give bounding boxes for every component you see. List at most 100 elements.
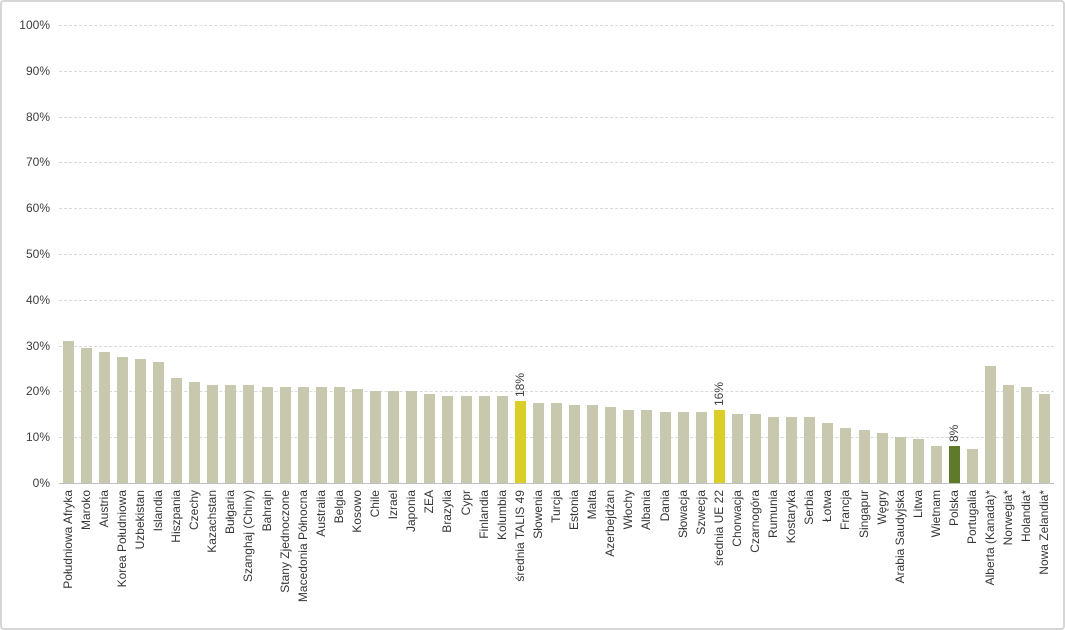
x-axis-label: Nowa Zelandia* bbox=[1037, 490, 1052, 575]
bar bbox=[370, 391, 382, 483]
x-axis-label: Estonia bbox=[567, 490, 582, 531]
bar bbox=[768, 416, 780, 483]
x-axis-label: Turcja bbox=[549, 490, 563, 523]
x-axis-label: Japonia bbox=[404, 490, 419, 533]
x-axis-label: Korea Południowa bbox=[114, 490, 129, 588]
bar bbox=[279, 386, 291, 483]
bar bbox=[116, 357, 128, 483]
bar bbox=[623, 409, 635, 483]
x-axis-label: Bahrajn bbox=[259, 490, 274, 532]
x-axis-label: Bułgaria bbox=[223, 490, 238, 535]
y-axis-tick-label: 0% bbox=[32, 476, 50, 490]
bar bbox=[189, 382, 201, 483]
x-axis-label: średnia UE 22 bbox=[711, 490, 726, 567]
x-axis-label: Francja bbox=[838, 490, 853, 531]
y-gridline bbox=[59, 162, 1054, 164]
y-gridline bbox=[59, 25, 1054, 26]
y-gridline bbox=[59, 70, 1054, 72]
y-axis-tick-label: 70% bbox=[25, 155, 50, 170]
bar bbox=[1039, 393, 1051, 483]
y-gridline bbox=[59, 345, 1054, 347]
y-axis-tick-label: 100% bbox=[19, 18, 50, 32]
x-axis-label: Australia bbox=[313, 490, 328, 537]
bar bbox=[659, 412, 671, 483]
x-axis-label: Chile bbox=[368, 490, 383, 518]
x-axis-label: Islandia bbox=[151, 490, 165, 532]
x-axis-label: Słowenia bbox=[530, 490, 545, 539]
x-axis-label: Portugalia bbox=[965, 490, 980, 545]
x-axis-label: Holandia* bbox=[1019, 490, 1034, 543]
bar bbox=[388, 391, 400, 483]
x-axis-label: Kazachstan bbox=[205, 490, 220, 553]
bar bbox=[967, 448, 979, 483]
x-axis-label: Arabia Saudyjska bbox=[892, 490, 907, 584]
bar bbox=[858, 430, 870, 483]
x-axis-label: Rumunia bbox=[766, 490, 781, 539]
x-axis-label: Norwegia* bbox=[1001, 490, 1016, 546]
y-gridline bbox=[59, 208, 1054, 210]
bar bbox=[822, 423, 834, 483]
x-axis-label: ZEA bbox=[422, 490, 437, 514]
bar bbox=[134, 359, 146, 483]
bar bbox=[605, 407, 617, 483]
y-axis-tick-label: 80% bbox=[25, 109, 50, 124]
bar bbox=[641, 409, 653, 483]
y-axis-tick-label: 20% bbox=[25, 384, 50, 399]
bar bbox=[695, 412, 707, 483]
x-axis-label: Dania bbox=[657, 490, 672, 522]
x-axis-label: Czarnogóra bbox=[748, 490, 762, 553]
bar bbox=[315, 386, 327, 483]
x-axis-label: Czechy bbox=[187, 490, 202, 531]
bar bbox=[876, 432, 888, 483]
bar bbox=[225, 384, 237, 483]
bar bbox=[460, 395, 472, 483]
bar-highlighted bbox=[514, 400, 526, 483]
bar-highlighted bbox=[949, 446, 960, 483]
y-gridline bbox=[59, 391, 1054, 393]
bar bbox=[171, 377, 183, 483]
bar-data-label: 8% bbox=[947, 425, 961, 443]
bar bbox=[731, 414, 743, 483]
bar bbox=[478, 395, 490, 483]
bar bbox=[930, 446, 942, 483]
bar bbox=[243, 384, 255, 483]
bar-highlighted bbox=[713, 409, 725, 483]
bar bbox=[80, 347, 92, 483]
y-axis-tick-label: 40% bbox=[25, 292, 50, 307]
x-axis-label: Cypr bbox=[458, 490, 473, 516]
bar bbox=[840, 428, 852, 483]
y-gridline bbox=[59, 299, 1054, 301]
bar bbox=[894, 437, 906, 483]
x-axis-label: Kostaryka bbox=[784, 490, 799, 544]
x-axis-label: Stany Zjednoczone bbox=[277, 490, 292, 593]
x-axis-label: Austria bbox=[96, 490, 111, 528]
x-axis-label: Szwecja bbox=[693, 490, 708, 535]
x-axis-label: Izrael bbox=[386, 490, 401, 520]
x-axis-label: Kolumbia bbox=[494, 490, 509, 541]
x-axis-label: Albania bbox=[639, 490, 654, 531]
x-axis-label: Uzbekistan bbox=[132, 490, 147, 550]
bar bbox=[569, 405, 581, 483]
bar bbox=[750, 414, 761, 483]
x-axis-label: Południowa Afryka bbox=[60, 490, 75, 589]
bar bbox=[98, 352, 110, 483]
bar bbox=[261, 386, 273, 483]
bar bbox=[424, 393, 436, 483]
x-axis-label: Macedonia Północna bbox=[295, 490, 310, 603]
bar bbox=[406, 391, 418, 483]
x-axis-line bbox=[59, 483, 1054, 484]
bar-data-label: 16% bbox=[711, 381, 726, 406]
bar bbox=[587, 405, 599, 483]
x-axis-label: Kosowo bbox=[350, 490, 364, 533]
bar bbox=[333, 386, 345, 483]
bar bbox=[207, 384, 219, 483]
x-axis-label: Finlandia bbox=[476, 490, 491, 539]
x-axis-label: Szanghaj (Chiny) bbox=[241, 490, 256, 583]
y-axis-tick-label: 60% bbox=[25, 201, 50, 216]
bar bbox=[677, 412, 689, 483]
bar bbox=[804, 416, 816, 483]
bar bbox=[352, 389, 363, 483]
x-axis-label: Łotwa bbox=[820, 490, 835, 523]
x-axis-label: Belgia bbox=[331, 490, 346, 524]
